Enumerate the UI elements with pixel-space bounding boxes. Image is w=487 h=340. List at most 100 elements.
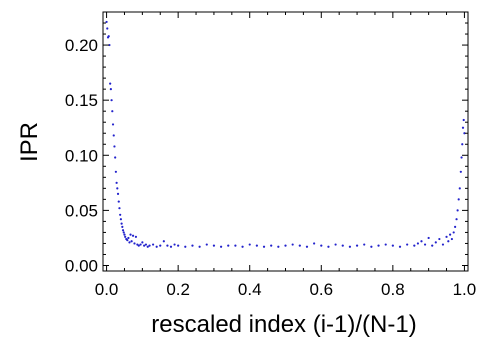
data-point <box>455 218 458 221</box>
data-point <box>191 244 194 247</box>
data-point <box>456 209 459 212</box>
data-point <box>110 99 113 102</box>
data-point <box>109 82 112 85</box>
data-point <box>137 244 140 247</box>
data-point <box>457 198 460 201</box>
data-point <box>124 235 127 238</box>
data-point <box>416 242 419 245</box>
data-point <box>128 241 131 244</box>
data-point <box>116 192 120 195</box>
data-point <box>169 245 173 248</box>
data-point <box>123 233 126 236</box>
plot-frame <box>102 11 469 272</box>
data-point <box>121 229 125 232</box>
data-point <box>144 243 148 246</box>
data-point <box>205 243 208 246</box>
data-point <box>262 245 266 248</box>
data-point <box>119 213 122 216</box>
data-point <box>117 200 120 203</box>
data-point <box>118 207 121 210</box>
x-tick-label: 0.6 <box>309 280 333 299</box>
data-points <box>105 20 466 248</box>
data-point <box>434 241 437 244</box>
y-axis-ticks: 0.00 0.05 0.10 0.15 0.20 <box>65 11 468 275</box>
data-point <box>122 231 125 234</box>
data-point <box>148 244 151 247</box>
x-tick-label: 0.4 <box>238 280 262 299</box>
data-point <box>115 181 118 184</box>
data-point <box>384 243 387 246</box>
data-point <box>162 240 165 243</box>
data-point <box>129 233 132 236</box>
x-axis-ticks: 0.0 0.2 0.4 0.6 0.8 1.0 <box>95 12 476 299</box>
data-point <box>109 88 112 91</box>
data-point <box>334 243 337 246</box>
data-point <box>116 187 119 190</box>
data-point <box>119 218 122 221</box>
data-point <box>108 43 111 47</box>
data-point <box>284 244 287 247</box>
data-point <box>420 240 423 243</box>
data-point <box>166 244 169 247</box>
data-point <box>114 156 117 159</box>
data-point <box>298 244 301 247</box>
data-point <box>234 244 237 247</box>
data-point <box>452 231 455 234</box>
data-point <box>327 245 330 248</box>
data-point <box>348 245 352 248</box>
data-point <box>291 243 294 246</box>
data-point <box>398 245 402 248</box>
data-point <box>227 244 230 247</box>
data-point <box>184 245 187 248</box>
y-tick-label: 0.20 <box>65 36 98 55</box>
data-point <box>107 35 110 38</box>
data-point <box>370 245 373 248</box>
y-tick-label: 0.00 <box>65 256 98 275</box>
data-point <box>441 243 445 246</box>
data-point <box>130 240 133 243</box>
data-point <box>155 245 158 248</box>
data-point <box>463 132 466 135</box>
data-point <box>391 244 394 247</box>
data-point <box>219 245 223 248</box>
data-point <box>355 244 359 247</box>
data-point <box>141 241 144 244</box>
y-axis-title: IPR <box>16 122 43 162</box>
data-point <box>423 243 427 246</box>
x-axis-title: rescaled index (i-1)/(N-1) <box>151 311 416 338</box>
data-point <box>127 236 130 240</box>
data-point <box>126 239 129 242</box>
data-point <box>112 134 115 137</box>
y-tick-label: 0.05 <box>65 201 98 220</box>
data-point <box>177 244 180 247</box>
data-point <box>377 244 380 247</box>
data-point <box>431 244 434 247</box>
data-point <box>460 156 463 159</box>
data-point <box>248 243 251 246</box>
data-point <box>445 235 448 238</box>
data-point <box>212 244 216 247</box>
data-point <box>111 123 115 126</box>
x-tick-label: 1.0 <box>453 280 477 299</box>
y-tick-label: 0.15 <box>65 91 98 110</box>
data-point <box>152 243 155 246</box>
x-tick-label: 0.8 <box>381 280 405 299</box>
data-point <box>270 244 273 247</box>
data-point <box>277 245 280 248</box>
data-point <box>113 145 116 148</box>
data-point <box>121 225 124 229</box>
data-point <box>427 236 430 240</box>
data-point <box>134 235 138 238</box>
data-point <box>159 244 162 247</box>
data-point <box>105 20 108 24</box>
data-point <box>459 170 462 173</box>
data-point <box>111 110 114 113</box>
plot-border <box>102 11 469 272</box>
data-point <box>458 187 461 190</box>
data-point <box>198 245 201 248</box>
x-tick-label: 0.2 <box>166 280 190 299</box>
data-point <box>341 244 344 247</box>
data-point <box>438 237 441 241</box>
data-point <box>133 242 136 245</box>
